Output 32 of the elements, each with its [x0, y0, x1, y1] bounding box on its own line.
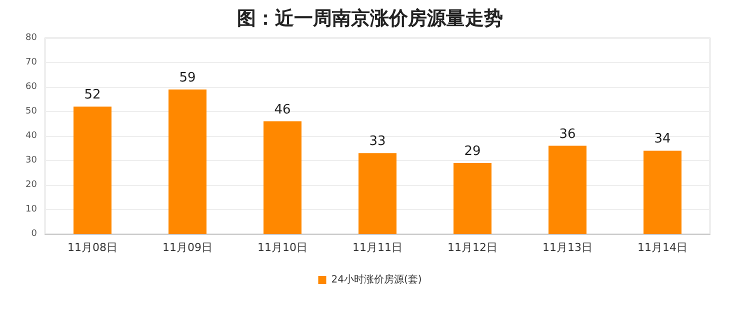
data-label: 36: [559, 126, 576, 142]
x-tick-label: 11月13日: [542, 241, 592, 254]
y-tick-label: 70: [26, 58, 38, 68]
data-label: 34: [654, 132, 671, 147]
legend-label: 24小时涨价房源(套): [331, 274, 422, 286]
bar: [168, 89, 206, 234]
data-label: 52: [84, 88, 101, 103]
bar: [548, 146, 586, 234]
x-tick-label: 11月09日: [162, 241, 212, 254]
x-tick-label: 11月08日: [68, 241, 118, 254]
data-label: 33: [369, 134, 386, 150]
bar: [264, 121, 302, 234]
data-label: 59: [179, 70, 196, 86]
y-tick-label: 60: [26, 82, 38, 92]
x-tick-label: 11月12日: [448, 241, 498, 254]
y-tick-label: 10: [26, 204, 38, 214]
bar: [74, 106, 112, 234]
y-tick-label: 0: [31, 229, 38, 239]
y-tick-label: 40: [26, 131, 38, 141]
y-tick-label: 30: [26, 156, 38, 166]
y-tick-label: 80: [26, 33, 38, 43]
bar: [644, 150, 682, 234]
data-label: 46: [274, 102, 291, 118]
x-tick-label: 11月10日: [258, 241, 308, 254]
x-tick-label: 11月11日: [352, 241, 402, 254]
bar: [454, 162, 492, 234]
y-tick-label: 20: [26, 180, 38, 190]
x-tick-label: 11月14日: [638, 241, 688, 254]
data-label: 29: [464, 144, 481, 159]
bar: [358, 153, 396, 234]
y-tick-label: 50: [26, 106, 38, 116]
chart-title: 图：近一周南京涨价房源量走势: [237, 8, 503, 30]
